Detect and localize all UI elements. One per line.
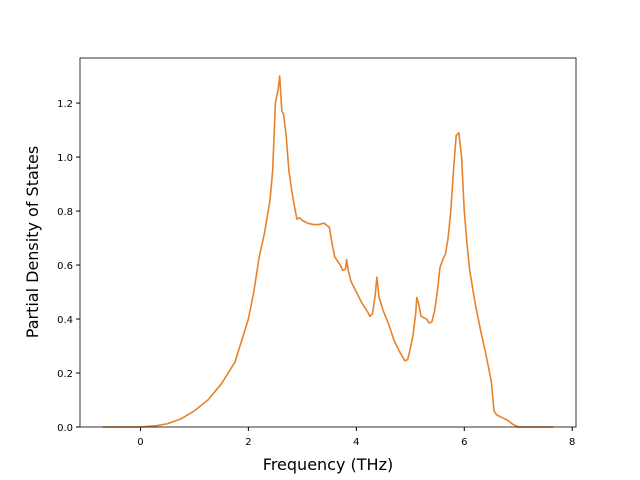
data-line xyxy=(102,75,554,428)
y-tick-label: 1.0 xyxy=(57,153,73,164)
y-tick-label: 0.2 xyxy=(57,369,73,380)
y-tick-label: 0.0 xyxy=(57,423,73,434)
y-tick-label: 0.4 xyxy=(57,315,73,326)
y-tick-label: 0.6 xyxy=(57,261,73,272)
x-tick-label: 2 xyxy=(245,437,251,448)
x-tick-label: 0 xyxy=(137,437,143,448)
x-tick-label: 6 xyxy=(461,437,467,448)
x-axis-title: Frequency (THz) xyxy=(263,455,393,474)
x-tick-label: 8 xyxy=(569,437,575,448)
x-tick-label: 4 xyxy=(353,437,359,448)
y-tick-label: 1.2 xyxy=(57,99,73,110)
y-axis-title: Partial Density of States xyxy=(23,146,42,338)
plot-frame xyxy=(79,57,577,428)
y-tick-label: 0.8 xyxy=(57,207,73,218)
